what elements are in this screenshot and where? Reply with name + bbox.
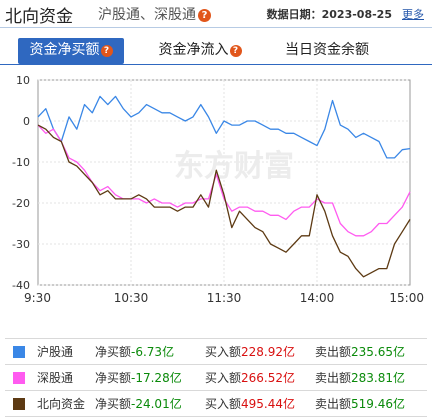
more-link[interactable]: 更多 [402,8,424,21]
legend-sell: 卖出额519.46亿 [313,390,427,417]
x-tick-label: 14:00 [300,291,335,305]
legend-sell: 卖出额235.65亿 [313,338,427,365]
y-tick-label: -20 [12,197,30,210]
sell-label: 卖出额 [315,397,352,411]
x-tick-label: 11:30 [207,291,242,305]
net-label: 净买额 [95,397,132,411]
y-tick-label: -10 [12,156,30,169]
legend-series-name: 沪股通 [31,338,93,365]
y-tick-label: 10 [16,74,30,87]
legend-row: 北向资金 净买额-24.01亿 买入额495.44亿 卖出额519.46亿 [5,390,427,417]
legend-buy: 买入额495.44亿 [203,390,313,417]
legend-table: 沪股通 净买额-6.73亿 买入额228.92亿 卖出额235.65亿 深股通 净买额-1… [5,338,427,417]
buy-value: 495.44亿 [241,397,296,411]
help-icon[interactable]: ? [198,9,211,22]
legend-buy: 买入额266.52亿 [203,364,313,391]
series-line-北向资金 [37,124,411,278]
tab-balance[interactable]: 当日资金余额 [272,38,382,64]
legend-buy: 买入额228.92亿 [203,338,313,365]
page-title: 北向资金 [5,7,73,27]
legend-net: 净买额-6.73亿 [93,338,203,365]
series-line-深股通 [37,124,411,237]
legend-sell: 卖出额283.81亿 [313,364,427,391]
tab-net-inflow[interactable]: 资金净流入? [150,38,250,64]
sell-value: 519.46亿 [351,397,406,411]
x-tick-label: 10:30 [114,291,149,305]
legend-swatch-cell [5,390,31,417]
net-value: -17.28亿 [131,371,182,385]
legend-swatch [13,345,25,358]
data-date: 数据日期：2023-08-25 [266,8,392,21]
y-tick-label: 0 [23,115,30,128]
legend-row: 深股通 净买额-17.28亿 买入额266.52亿 卖出额283.81亿 [5,364,427,391]
sell-value: 235.65亿 [351,345,406,359]
legend-swatch-cell [5,338,31,365]
series-line-沪股通 [37,95,411,159]
tab-label: 资金净流入 [158,42,229,58]
buy-value: 228.92亿 [241,345,296,359]
legend-series-name: 北向资金 [31,390,93,417]
legend-net: 净买额-24.01亿 [93,390,203,417]
buy-label: 买入额 [205,371,242,385]
tab-underline [0,64,432,65]
net-label: 净买额 [95,371,132,385]
buy-value: 266.52亿 [241,371,296,385]
x-tick-label: 15:00 [389,291,424,305]
y-tick-label: -40 [12,279,30,292]
help-icon[interactable]: ? [100,45,113,57]
subtitle: 沪股通、深股通? [98,4,211,24]
legend-net: 净买额-17.28亿 [93,364,203,391]
legend-series-name: 深股通 [31,364,93,391]
y-tick-label: -30 [12,238,30,251]
tab-label: 资金净买额 [29,42,100,58]
subtitle-text: 沪股通、深股通 [98,7,196,23]
net-value: -6.73亿 [131,345,175,359]
x-tick-label: 9:30 [24,291,51,305]
net-label: 净买额 [95,345,132,359]
buy-label: 买入额 [205,397,242,411]
legend-swatch [13,371,25,384]
watermark-text: 东方财富 [174,149,294,184]
legend-swatch-cell [5,364,31,391]
sell-value: 283.81亿 [351,371,406,385]
northbound-line-chart: 10 0 -10 -20 -30 -409:30 10:30 11:30 14:00 15:00 东… [12,74,424,305]
sell-label: 卖出额 [315,371,352,385]
header: 北向资金 沪股通、深股通? 数据日期：2023-08-25 更多 [0,0,432,28]
sell-label: 卖出额 [315,345,352,359]
tab-net-buy[interactable]: 资金净买额? [18,38,124,64]
tab-bar: 资金净买额? 资金净流入? 当日资金余额 [0,38,432,64]
buy-label: 买入额 [205,345,242,359]
help-icon[interactable]: ? [229,45,242,57]
tab-label: 当日资金余额 [285,42,369,58]
legend-swatch [13,397,25,410]
net-value: -24.01亿 [131,397,182,411]
legend-row: 沪股通 净买额-6.73亿 买入额228.92亿 卖出额235.65亿 [5,338,427,365]
